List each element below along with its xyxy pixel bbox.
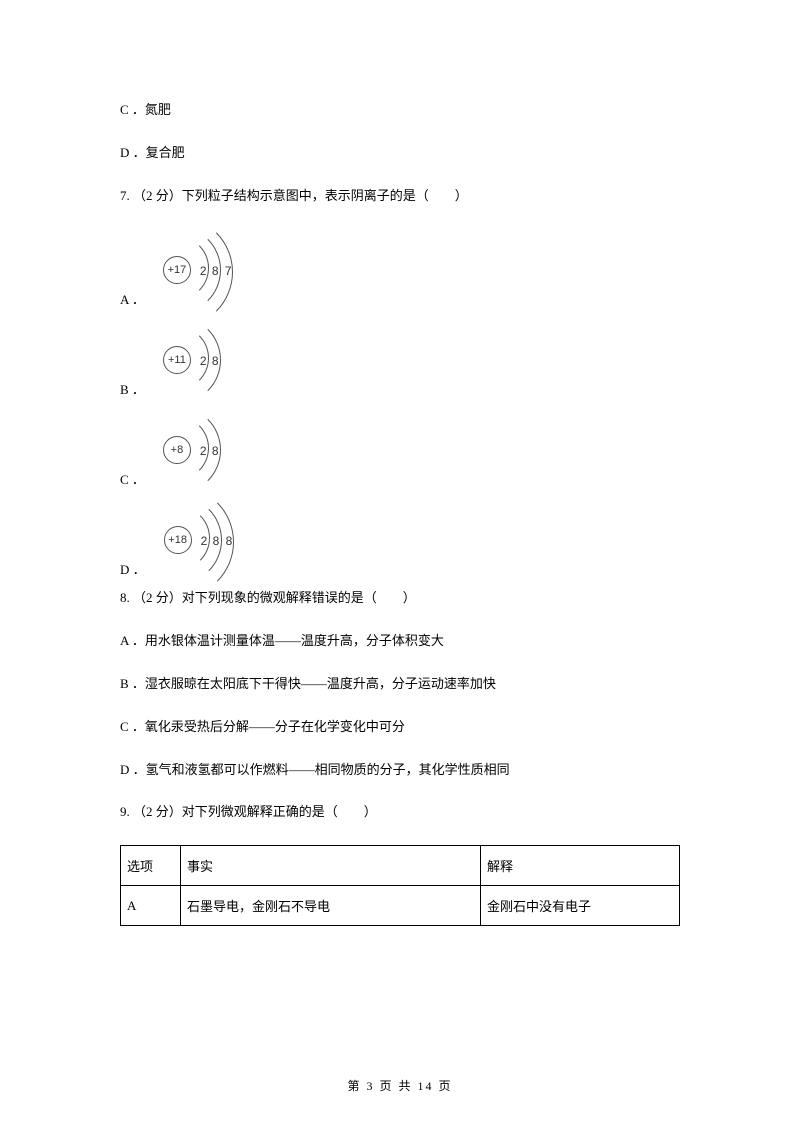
th-explain: 解释 (481, 846, 680, 886)
atom-diagram-a: +17 2 8 7 (153, 228, 283, 308)
page-content: C ．氮肥 D ．复合肥 7. （2 分）下列粒子结构示意图中，表示阴离子的是（… (0, 0, 800, 1006)
q9-text: 9. （2 分）对下列微观解释正确的是（ ） (120, 802, 680, 823)
shell-a-1: 2 (200, 264, 207, 278)
shell-b-2: 8 (212, 354, 219, 368)
shell-c-2: 8 (212, 444, 219, 458)
option-d: D ．复合肥 (120, 143, 680, 164)
atom-diagram-d: +18 2 8 8 (154, 498, 284, 578)
q7-option-b: B ． +11 2 8 (120, 318, 680, 398)
q7-option-d: D ． +18 2 8 8 (120, 498, 680, 578)
atom-diagram-b: +11 2 8 (153, 318, 283, 398)
shell-c-1: 2 (200, 444, 207, 458)
cell-a-fact: 石墨导电，金刚石不导电 (181, 886, 481, 926)
shell-d-3: 8 (226, 534, 233, 548)
q8-b: B ．湿衣服晾在太阳底下干得快——温度升高，分子运动速率加快 (120, 674, 680, 695)
th-fact: 事实 (181, 846, 481, 886)
q7-option-a: A ． +17 2 8 7 (120, 228, 680, 308)
cell-a-opt: A (121, 886, 181, 926)
q9-table: 选项 事实 解释 A 石墨导电，金刚石不导电 金刚石中没有电子 (120, 845, 680, 926)
q7-option-c: C ． +8 2 8 (120, 408, 680, 488)
q8-c: C ．氧化汞受热后分解——分子在化学变化中可分 (120, 717, 680, 738)
page-footer: 第 3 页 共 14 页 (0, 1077, 800, 1094)
shell-d-2: 8 (213, 534, 220, 548)
shell-d-1: 2 (201, 534, 208, 548)
q7-text: 7. （2 分）下列粒子结构示意图中，表示阴离子的是（ ） (120, 186, 680, 207)
q8-a: A ．用水银体温计测量体温——温度升高，分子体积变大 (120, 631, 680, 652)
th-option: 选项 (121, 846, 181, 886)
table-row-header: 选项 事实 解释 (121, 846, 680, 886)
shell-a-3: 7 (225, 264, 232, 278)
atom-diagram-c: +8 2 8 (153, 408, 283, 488)
shell-a-2: 8 (212, 264, 219, 278)
q8-d: D ．氢气和液氢都可以作燃料——相同物质的分子，其化学性质相同 (120, 760, 680, 781)
shell-b-1: 2 (200, 354, 207, 368)
cell-a-explain: 金刚石中没有电子 (481, 886, 680, 926)
table-row: A 石墨导电，金刚石不导电 金刚石中没有电子 (121, 886, 680, 926)
option-c: C ．氮肥 (120, 100, 680, 121)
